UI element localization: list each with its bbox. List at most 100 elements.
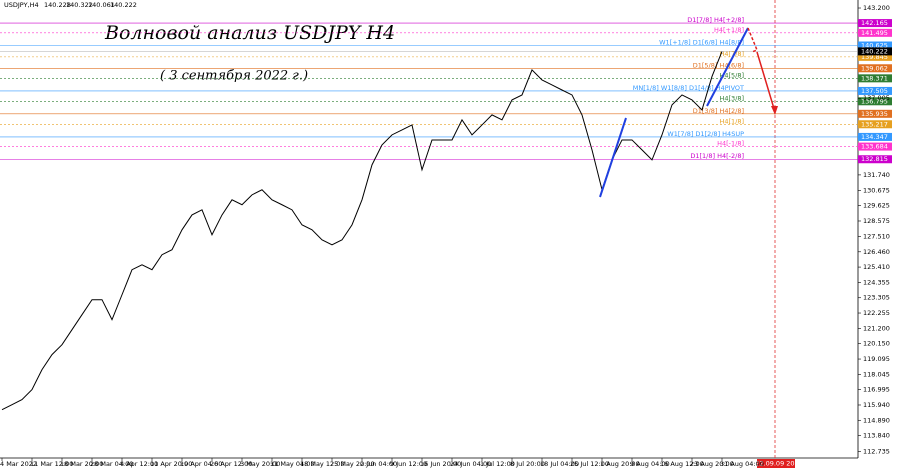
y-tick-label: 122.255 — [863, 309, 890, 317]
wave-line — [706, 27, 749, 107]
x-tick-label: 26 Apr 12:00 — [210, 460, 252, 468]
level-label: H4[3/8] — [719, 94, 744, 102]
x-tick-label: 3 May 20:00 — [240, 460, 280, 468]
price-tag-label: 138.371 — [861, 74, 888, 82]
y-tick-label: 120.150 — [863, 340, 890, 348]
x-tick-label: 25 May 20:00 — [330, 460, 375, 468]
price-tag-label: 139.845 — [861, 53, 888, 61]
price-tag-label: 135.935 — [861, 110, 888, 118]
price-tag — [858, 64, 892, 73]
y-tick-label: 126.460 — [863, 248, 890, 256]
price-tag-label: 136.795 — [861, 97, 888, 105]
level-label: MN[1/8] W1[8/8] D1[4/8] H4PIVOT — [633, 84, 744, 92]
x-tick-label: 24 Jun 04:00 — [450, 460, 491, 468]
y-tick-label: 112.735 — [863, 448, 890, 456]
price-tag — [858, 155, 892, 164]
x-tick-label: 1 Aug 20:00 — [600, 460, 640, 468]
y-tick-label: 113.840 — [863, 432, 890, 440]
y-tick-label: 121.200 — [863, 324, 890, 332]
price-tag — [858, 142, 892, 151]
current-price-tag — [858, 47, 892, 56]
x-tick-label: 9 Aug 04:00 — [630, 460, 670, 468]
symbol: USDJPY,H4 — [4, 1, 39, 9]
price-tag — [858, 41, 892, 50]
x-tick-label: 4 Mar 2022 — [0, 460, 37, 468]
price-tag — [858, 109, 892, 118]
x-tick-label: 11 Apr 20:00 — [150, 460, 192, 468]
plot: D1[7/8] H4[+2/8] 142.165 H4[+1/8] 141.495 W1… — [0, 16, 892, 411]
future-tag-label: 2022.09.09 20:00 — [747, 460, 805, 468]
x-tick-label: 9 Jun 12:00 — [390, 460, 427, 468]
price-tag — [858, 120, 892, 129]
price-tag — [858, 52, 892, 61]
level-label: W1[7/8] D1[2/8] H4SUP — [667, 130, 744, 138]
y-tick-label: 130.675 — [863, 186, 890, 194]
x-tick-label: 25 Jul 12:00 — [570, 460, 609, 468]
x-tick-label: 16 Jun 20:00 — [420, 460, 461, 468]
price-tag — [858, 132, 892, 141]
y-tick-label: 116.995 — [863, 386, 890, 394]
price-tag-label: 141.495 — [861, 29, 888, 37]
x-tick-label: 28 Mar 04:00 — [90, 460, 133, 468]
x-tick-label: 1 Jul 12:00 — [480, 460, 515, 468]
level-label: H4[1/8] — [719, 117, 744, 125]
level-label: D1[7/8] H4[+2/8] — [687, 16, 744, 24]
chart-subtitle: ( 3 сентября 2022 г.) — [160, 69, 308, 84]
forecast-line — [756, 51, 776, 113]
x-tick-label: 4 Apr 12:00 — [120, 460, 158, 468]
y-tick-label: 127.510 — [863, 232, 890, 240]
y-tick-label: 119.095 — [863, 355, 890, 363]
future-tag-box — [757, 459, 795, 468]
price-tag — [858, 97, 892, 106]
level-label: H4[-1/8] — [717, 140, 744, 148]
ohlc-value: 140.222 — [110, 1, 137, 9]
price-tag-label: 137.505 — [861, 87, 888, 95]
price-tag — [858, 74, 892, 83]
price-tag-label: 132.815 — [861, 155, 888, 163]
level-label: H4[+1/8] — [714, 26, 744, 34]
x-tick-label: 18 May 12:00 — [300, 460, 345, 468]
x-tick-label: 8 Jul 20:00 — [510, 460, 545, 468]
price-tag-label: 133.684 — [861, 143, 888, 151]
y-tick-label: 143.200 — [863, 4, 890, 12]
x-tick-label: 2 Jun 04:00 — [360, 460, 397, 468]
level-label: D1[5/8] H4[6/8] — [693, 61, 744, 69]
level-label: W1[+1/8] D1[6/8] H4[8/8] — [659, 39, 744, 47]
y-tick-label: 115.940 — [863, 401, 890, 409]
x-tick-label: 31 Aug 04:00 — [720, 460, 764, 468]
price-tag-label: 140.625 — [861, 42, 888, 50]
x-tick-label: 23 Aug 20:00 — [690, 460, 734, 468]
level-label: H4[7/8] — [719, 50, 744, 58]
wave-line — [599, 117, 627, 198]
price-tag-label: 134.347 — [861, 133, 888, 141]
forecast-arrow — [771, 106, 778, 115]
price-tag-label: 139.062 — [861, 64, 888, 72]
level-label: H4[5/8] — [719, 71, 744, 79]
price-tag — [858, 19, 892, 28]
x-tick-label: 18 Mar 20:00 — [60, 460, 103, 468]
forecast-line — [747, 27, 758, 53]
y-tick-label: 129.625 — [863, 202, 890, 210]
y-tick-label: 131.740 — [863, 171, 890, 179]
x-tick-label: 18 Jul 04:00 — [540, 460, 579, 468]
wave-drawing — [599, 27, 778, 198]
ohlc-value: 140.322 — [66, 1, 93, 9]
price-tag — [858, 28, 892, 37]
y-tick-label: 128.575 — [863, 217, 890, 225]
current-price-label: 140.222 — [861, 47, 888, 55]
price-tag-label: 135.217 — [861, 120, 888, 128]
y-tick-label: 125.410 — [863, 263, 890, 271]
y-tick-label: 118.045 — [863, 370, 890, 378]
y-tick-label: 123.305 — [863, 294, 890, 302]
x-tick-label: 19 Apr 04:00 — [180, 460, 222, 468]
x-tick-label: 11 May 04:00 — [270, 460, 315, 468]
y-tick-label: 114.890 — [863, 416, 890, 424]
level-label: D1[1/8] H4[-2/8] — [690, 152, 744, 160]
y-tick-label: 124.355 — [863, 278, 890, 286]
future-tag: 2022.09.09 20:00 — [747, 459, 805, 468]
price-tag-label: 142.165 — [861, 19, 888, 27]
